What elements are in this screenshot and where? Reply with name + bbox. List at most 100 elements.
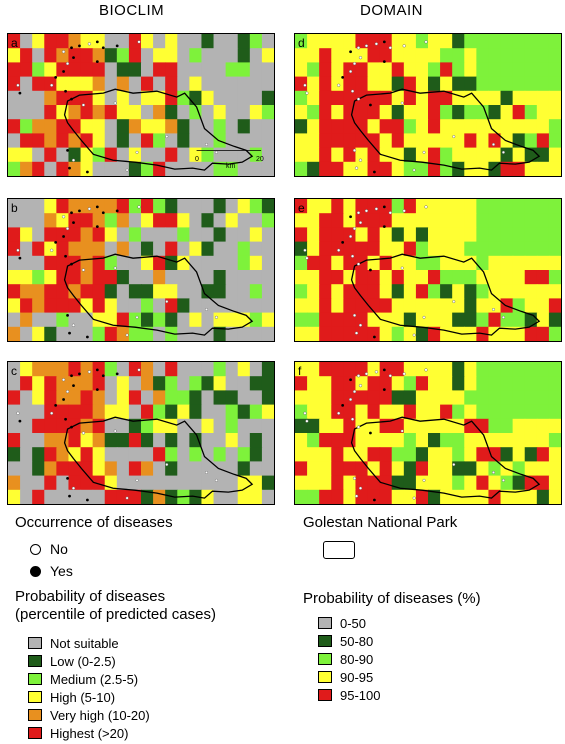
raster-cell [331,133,344,149]
raster-cell [165,433,178,448]
raster-cell [428,298,441,314]
raster-cell [213,34,227,49]
occurrence-point [64,417,67,421]
raster-cell [379,199,393,214]
raster-cell [189,433,203,448]
raster-cell [428,284,441,299]
raster-cell [524,62,538,78]
raster-cell [355,362,369,377]
occurrence-point [349,50,352,54]
park-boundary [350,253,541,336]
raster-cell [548,270,561,285]
raster-cell [8,161,21,176]
raster-cell [367,489,381,504]
raster-cell [452,404,465,420]
raster-cell [116,48,130,63]
raster-cell [295,161,308,176]
raster-cell [56,90,70,106]
raster-cell [249,48,263,63]
raster-cell [225,147,239,163]
occurrence-yes-item: Yes [30,563,73,579]
occurrence-point [358,158,363,162]
occurrence-point [350,254,355,258]
raster-cell [452,376,465,391]
raster-cell [8,48,21,63]
raster-cell [92,48,106,63]
raster-cell [536,461,550,477]
raster-cell [488,147,502,163]
raster-cell [536,62,550,78]
raster-cell [355,461,369,477]
raster-cell [165,270,178,285]
raster-cell [500,270,514,285]
raster-cell [32,489,45,504]
raster-cell [391,284,405,299]
raster-cell [32,161,45,176]
raster-cell [295,34,308,49]
park-boundary-icon [323,541,355,559]
raster-cell [476,475,490,491]
raster-cell [237,461,251,477]
park-legend-title: Golestan National Park [303,514,458,531]
raster-cell [500,48,514,63]
raster-cell [116,475,130,491]
raster-cell [536,418,550,434]
raster-cell [415,161,429,176]
raster-cell [249,312,263,328]
raster-cell [464,62,477,78]
bioclim-legend-title-line1: Probability of diseases [15,588,166,605]
raster-cell [367,312,381,328]
raster-cell [379,227,393,243]
occurrence-point [356,97,361,101]
raster-cell [355,270,369,285]
raster-cell [249,433,263,448]
occurrence-point [54,76,58,79]
raster-cell [512,48,526,63]
raster-cell [476,76,490,92]
raster-cell [367,76,381,92]
domain-legend: 0-50 50-80 80-90 90-95 95-100 [318,614,380,704]
raster-cell [213,161,227,176]
raster-cell [500,34,514,49]
raster-cell [488,48,502,63]
raster-cell [189,447,203,462]
occurrence-point [66,313,69,317]
raster-cell [524,199,538,214]
raster-cell [80,461,94,477]
raster-cell [201,147,215,163]
raster-cell [343,489,357,504]
raster-cell [153,62,166,78]
raster-cell [128,326,142,341]
raster-cell [343,475,357,491]
occurrence-point [350,417,355,421]
raster-cell [165,390,178,406]
raster-cell [213,489,227,504]
raster-cell [476,133,490,149]
raster-cell [403,326,417,341]
raster-cell [379,284,393,299]
raster-cell [476,390,490,406]
raster-cell [367,376,381,391]
raster-cell [488,105,502,120]
raster-cell [295,461,308,477]
raster-cell [524,48,538,63]
raster-cell [355,298,369,314]
raster-cell [331,147,344,163]
scale-max: 20 [256,156,264,163]
raster-cell [116,404,130,420]
raster-cell [153,433,166,448]
raster-cell [237,34,251,49]
legend-label: Not suitable [50,635,119,651]
raster-cell [237,213,251,228]
raster-cell [428,62,441,78]
legend-swatch [318,689,332,701]
raster-cell [391,489,405,504]
raster-cell [319,62,332,78]
raster-cell [201,390,215,406]
legend-swatch [318,653,332,665]
raster-cell [476,312,490,328]
raster-cell [403,76,417,92]
raster-cell [116,376,130,391]
raster-cell [512,312,526,328]
raster-cell [201,119,215,134]
